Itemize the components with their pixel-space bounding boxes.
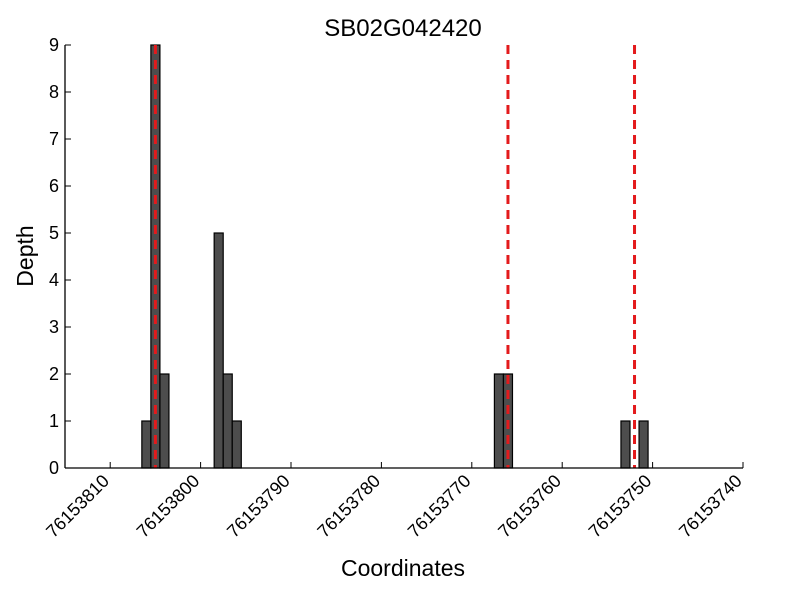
x-tick-label-1: 76153800 xyxy=(133,471,204,542)
y-axis-title: Depth xyxy=(12,225,38,286)
x-tick-label-7: 76153740 xyxy=(675,471,746,542)
x-tick-label-3: 76153780 xyxy=(313,471,384,542)
bar-2 xyxy=(159,373,170,469)
bar-6 xyxy=(493,373,505,469)
bar-4 xyxy=(222,373,233,469)
reference-lines-layer xyxy=(153,45,637,468)
bar-9 xyxy=(638,420,649,469)
y-tick-label-4: 4 xyxy=(49,270,59,290)
x-axis-title: Coordinates xyxy=(341,555,465,581)
x-tick-label-5: 76153760 xyxy=(494,471,565,542)
bar-3 xyxy=(213,232,224,469)
chart-title: SB02G042420 xyxy=(324,15,481,42)
bar-5 xyxy=(231,420,242,469)
y-tick-label-8: 8 xyxy=(49,82,59,102)
bar-8 xyxy=(620,420,631,469)
bars-layer xyxy=(141,44,649,469)
y-tick-label-1: 1 xyxy=(49,411,59,431)
x-tick-label-2: 76153790 xyxy=(223,471,294,542)
axes-layer xyxy=(64,45,743,469)
y-tick-label-9: 9 xyxy=(49,35,59,55)
bar-0 xyxy=(141,420,152,469)
y-tick-label-5: 5 xyxy=(49,223,59,243)
y-tick-label-7: 7 xyxy=(49,129,59,149)
y-tick-label-3: 3 xyxy=(49,317,59,337)
x-tick-label-4: 76153770 xyxy=(404,471,475,542)
x-tick-label-0: 76153810 xyxy=(42,471,113,542)
y-tick-label-2: 2 xyxy=(49,364,59,384)
x-tick-label-6: 76153750 xyxy=(585,471,656,542)
y-tick-label-0: 0 xyxy=(49,458,59,478)
y-tick-label-6: 6 xyxy=(49,176,59,196)
